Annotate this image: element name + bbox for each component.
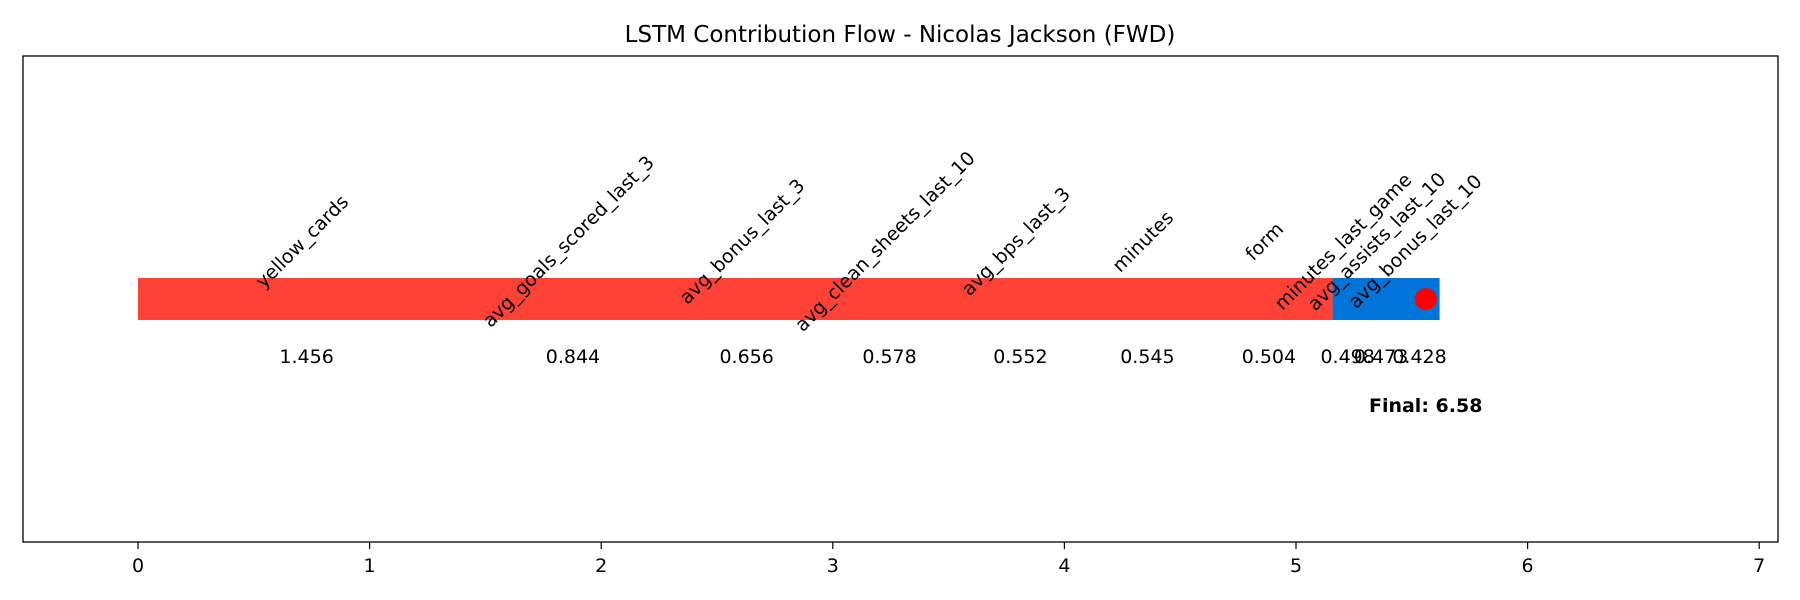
plot-frame bbox=[22, 55, 1779, 543]
x-tick-label: 3 bbox=[827, 555, 839, 577]
value-label: 0.578 bbox=[862, 346, 916, 368]
feature-label: minutes bbox=[1108, 207, 1178, 277]
value-label: 0.473 bbox=[1354, 346, 1408, 368]
final-value-label: Final: 6.58 bbox=[1369, 395, 1482, 417]
x-tick-label: 2 bbox=[595, 555, 607, 577]
chart-title: LSTM Contribution Flow - Nicolas Jackson… bbox=[625, 22, 1176, 48]
value-label: 0.498 bbox=[1320, 346, 1374, 368]
final-value-marker bbox=[1414, 288, 1437, 310]
x-tick-label: 4 bbox=[1058, 555, 1070, 577]
feature-label: form bbox=[1241, 218, 1288, 265]
value-label: 0.844 bbox=[546, 346, 600, 368]
x-tick-label: 0 bbox=[132, 555, 144, 577]
value-label: 0.656 bbox=[719, 346, 773, 368]
value-label: 0.504 bbox=[1242, 346, 1296, 368]
positive-contribution-bar bbox=[138, 278, 1333, 320]
value-label: 0.428 bbox=[1392, 346, 1446, 368]
feature-label: yellow_cards bbox=[252, 191, 354, 293]
x-tick-label: 5 bbox=[1290, 555, 1302, 577]
x-tick-label: 6 bbox=[1522, 555, 1534, 577]
x-tick-label: 7 bbox=[1753, 555, 1765, 577]
x-axis: 0 1 2 3 4 5 6 7 bbox=[132, 542, 1765, 577]
value-label: 1.456 bbox=[279, 346, 333, 368]
value-label: 0.545 bbox=[1120, 346, 1174, 368]
x-tick-label: 1 bbox=[364, 555, 376, 577]
bar-layer bbox=[138, 278, 1440, 320]
value-labels: 1.456 0.844 0.656 0.578 0.552 0.545 0.504 0.498… bbox=[279, 346, 1446, 368]
value-label: 0.552 bbox=[993, 346, 1047, 368]
